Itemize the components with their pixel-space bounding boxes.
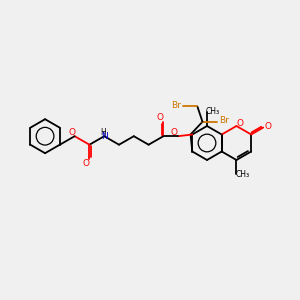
Text: O: O [237, 118, 244, 127]
Text: CH₃: CH₃ [206, 107, 220, 116]
Text: Br: Br [171, 101, 181, 110]
Text: O: O [157, 113, 164, 122]
Text: O: O [83, 159, 90, 168]
Text: H: H [100, 128, 106, 137]
Text: CH₃: CH₃ [236, 170, 250, 179]
Text: O: O [170, 128, 177, 137]
Text: O: O [265, 122, 272, 131]
Text: O: O [68, 128, 75, 137]
Text: N: N [101, 132, 108, 141]
Text: Br: Br [219, 116, 229, 125]
